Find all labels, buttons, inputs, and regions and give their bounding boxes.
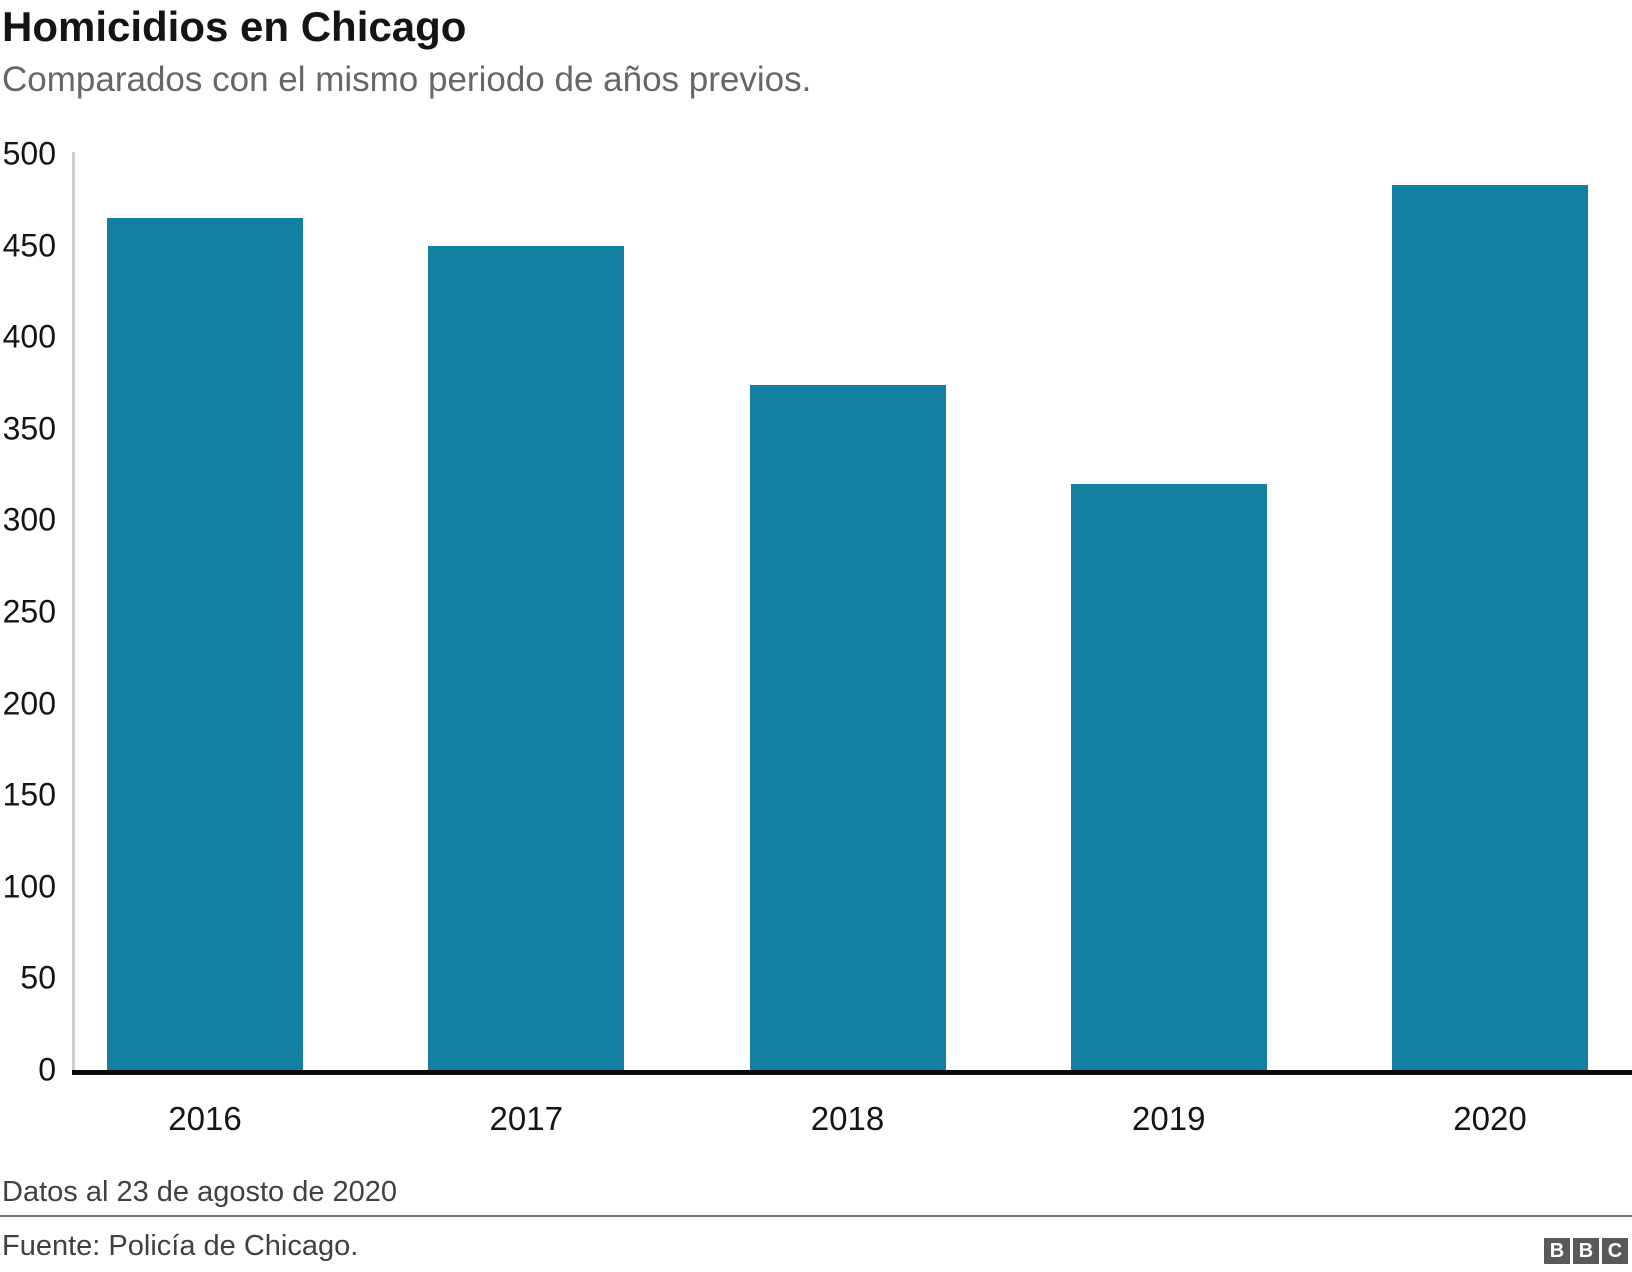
y-tick-label-100: 100 [2,868,56,905]
bbc-logo-letter-3: C [1602,1238,1628,1264]
footer-divider [0,1215,1632,1217]
x-tick-label-2020: 2020 [1453,1100,1527,1137]
y-tick-label-150: 150 [2,776,56,813]
x-tick-label-2017: 2017 [489,1100,563,1137]
bar-2018 [749,384,946,1070]
y-tick-label-300: 300 [2,501,56,538]
chart-title: Homicidios en Chicago [2,3,467,50]
y-axis-line [72,152,75,1070]
y-tick-label-500: 500 [2,135,56,172]
y-tick-label-450: 450 [2,227,56,264]
bbc-logo-letter-1: B [1544,1238,1570,1264]
x-tick-label-2019: 2019 [1132,1100,1206,1137]
y-tick-label-350: 350 [2,410,56,447]
y-tick-label-0: 0 [38,1051,56,1088]
y-tick-label-50: 50 [20,959,56,996]
y-tick-label-400: 400 [2,318,56,355]
x-tick-label-2016: 2016 [168,1100,242,1137]
source-label: Fuente: Policía de Chicago. [2,1230,359,1262]
bar-2019 [1070,483,1267,1070]
bar-2017 [428,245,625,1070]
data-as-of-note: Datos al 23 de agosto de 2020 [2,1176,398,1208]
x-tick-label-2018: 2018 [810,1100,885,1137]
bar-2020 [1392,185,1588,1070]
chart-subtitle: Comparados con el mismo periodo de años … [2,60,812,99]
x-axis-line [72,1070,1632,1075]
y-tick-label-200: 200 [2,685,56,722]
y-tick-label-250: 250 [2,593,56,630]
bbc-logo-letter-2: B [1573,1238,1599,1264]
bar-2016 [107,218,303,1070]
